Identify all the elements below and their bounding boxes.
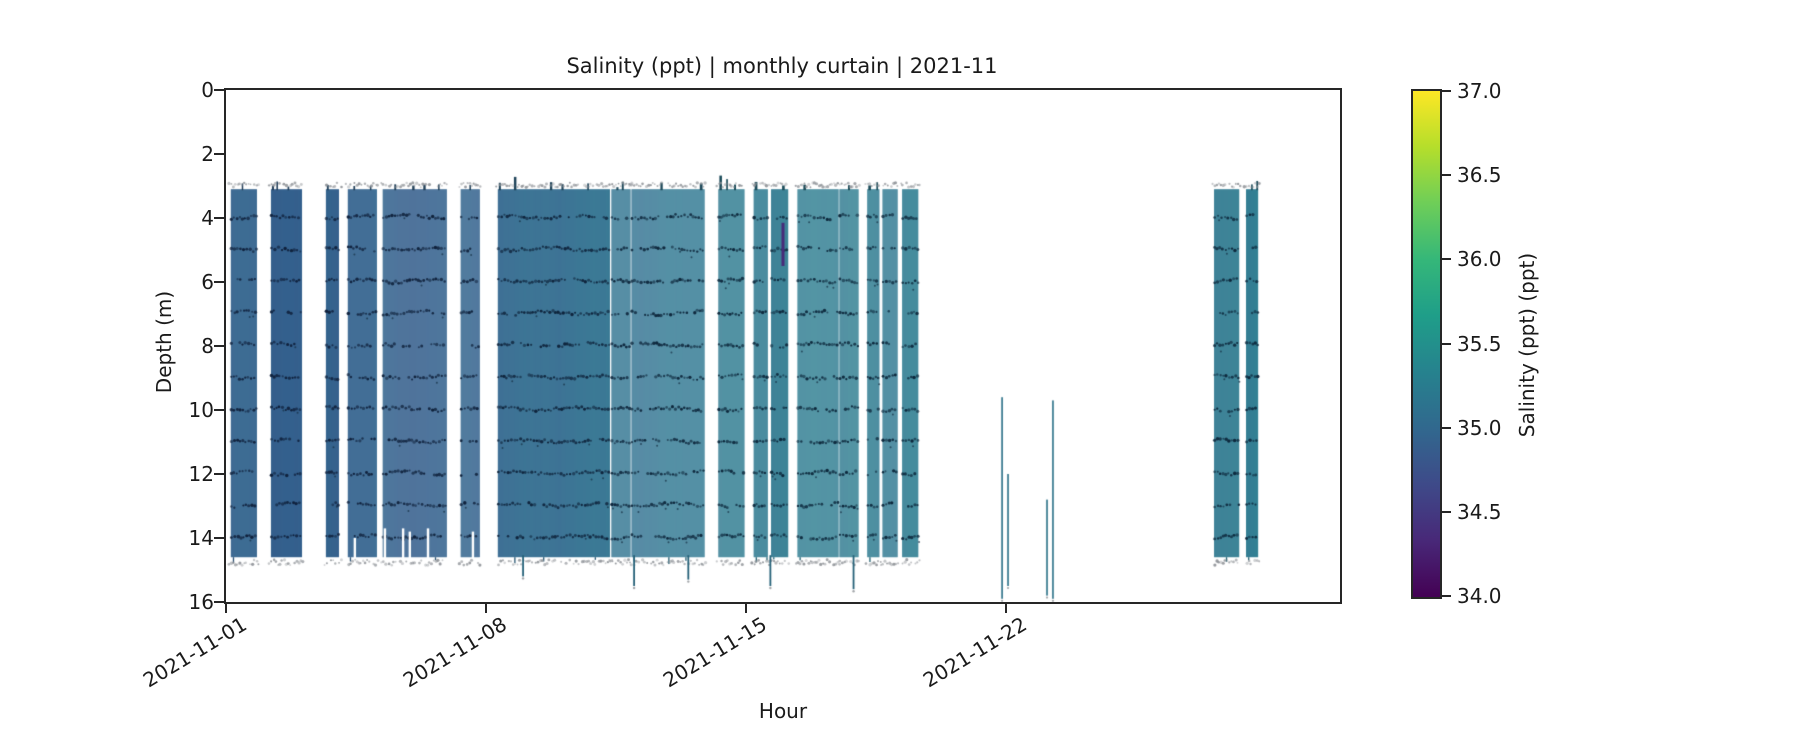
y-tick-label: 14 [188,526,214,550]
colorbar-tick-mark [1442,174,1451,177]
y-tick-mark [214,153,224,155]
x-tick-mark [744,604,747,613]
x-tick-label: 2021-11-15 [658,611,771,693]
colorbar-title: Salinity (ppt) (ppt) [1515,252,1539,438]
y-tick-mark [214,345,224,347]
chart-title: Salinity (ppt) | monthly curtain | 2021-… [566,54,998,78]
y-tick-mark [214,473,224,475]
y-tick-label: 6 [201,270,214,294]
colorbar-tick-label: 34.5 [1457,499,1502,524]
y-tick-label: 10 [188,398,214,422]
y-tick-label: 16 [188,590,214,614]
x-tick-label: 2021-11-01 [138,611,251,693]
colorbar-tick-mark [1442,426,1451,429]
y-tick-mark [214,537,224,539]
colorbar-tick-mark [1442,342,1451,345]
colorbar-tick-mark [1442,258,1451,261]
y-tick-label: 12 [188,462,214,486]
colorbar-tick-label: 37.0 [1457,79,1502,103]
x-tick-mark [1004,604,1007,613]
y-tick-mark [214,281,224,283]
x-tick-mark [225,604,227,613]
plot-area [224,88,1342,604]
y-tick-label: 2 [201,142,214,166]
colorbar-tick-mark [1442,510,1451,513]
colorbar-tick-mark [1442,90,1451,92]
x-tick-label: 2021-11-08 [398,611,511,693]
colorbar-tick-label: 35.0 [1457,415,1502,440]
x-tick-mark [484,604,487,613]
curtain-canvas [226,90,1340,602]
colorbar-gradient [1411,89,1442,599]
colorbar-tick-label: 34.0 [1457,584,1502,608]
colorbar-tick-mark [1442,595,1451,597]
x-axis-title: Hour [758,699,808,723]
colorbar-tick-label: 36.5 [1457,163,1502,188]
y-tick-mark [214,601,224,603]
y-tick-mark [214,217,224,219]
y-tick-mark [214,89,224,91]
colorbar-tick-label: 36.0 [1457,247,1502,272]
y-tick-mark [214,409,224,411]
x-tick-label: 2021-11-22 [918,611,1031,693]
y-tick-label: 0 [201,78,214,102]
y-tick-label: 4 [201,206,214,230]
y-tick-label: 8 [201,334,214,358]
colorbar-tick-label: 35.5 [1457,331,1502,356]
